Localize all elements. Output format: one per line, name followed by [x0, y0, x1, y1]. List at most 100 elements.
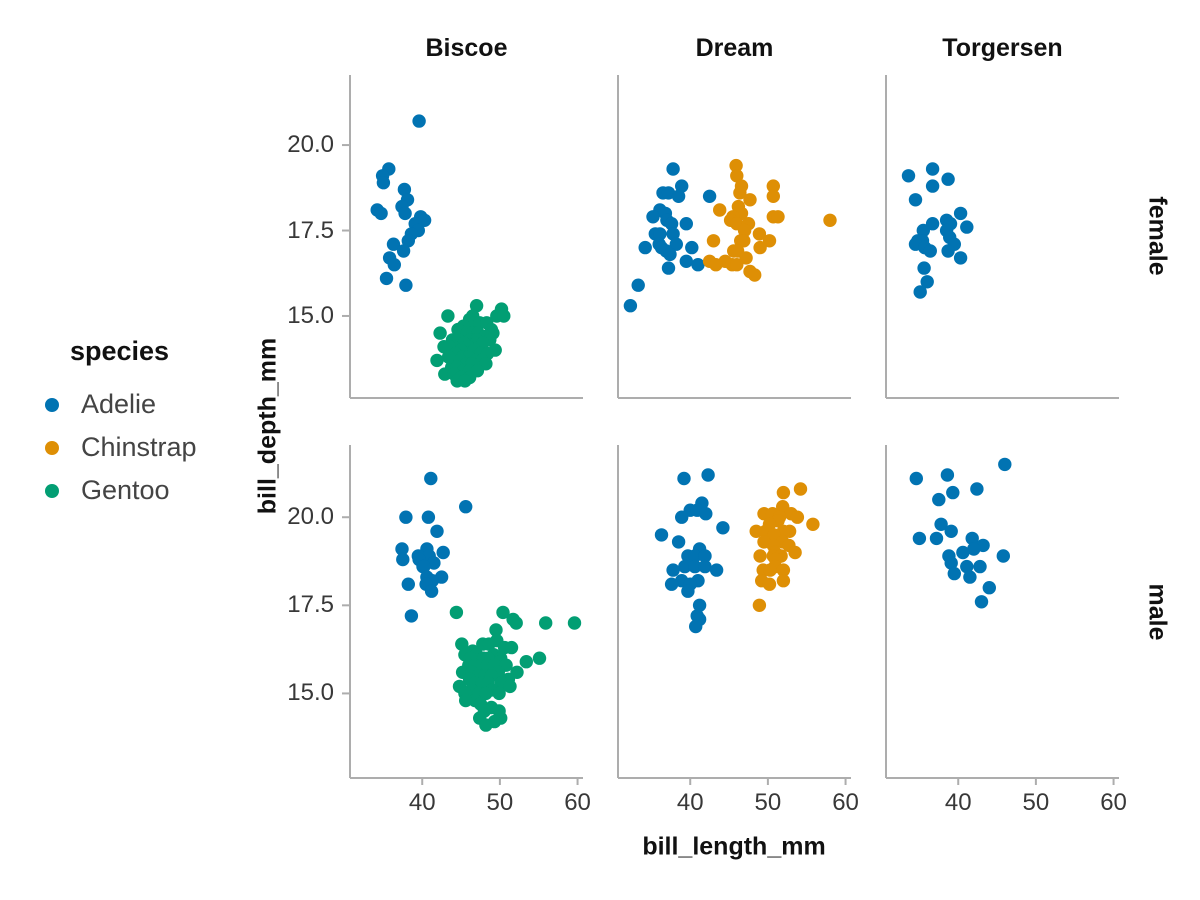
x-tick-label: 60 — [1100, 789, 1127, 816]
data-point-adelie — [689, 619, 703, 634]
data-point-adelie — [397, 182, 412, 197]
facet-row-label-female: female — [1143, 196, 1172, 276]
chinstrap-dot-icon — [45, 440, 59, 455]
data-point-gentoo — [539, 616, 553, 630]
data-point-chinstrap — [709, 258, 723, 272]
data-point-adelie — [401, 577, 415, 591]
y-axis-label: bill_depth_mm — [253, 337, 282, 515]
legend-item-label: Adelie — [81, 389, 157, 419]
data-point-adelie — [932, 492, 946, 507]
data-point-adelie — [956, 545, 970, 560]
data-point-adelie — [925, 162, 940, 176]
data-point-chinstrap — [739, 251, 753, 265]
data-point-chinstrap — [788, 545, 802, 560]
data-point-adelie — [909, 471, 923, 486]
data-point-adelie — [960, 559, 974, 574]
data-point-gentoo — [532, 651, 547, 665]
data-point-adelie — [699, 507, 713, 521]
y-tick-label: 20.0 — [287, 131, 334, 159]
data-point-adelie — [675, 510, 689, 524]
data-point-adelie — [387, 258, 401, 272]
data-point-adelie — [709, 563, 724, 577]
data-point-adelie — [681, 584, 695, 598]
legend-item-adelie: Adelie — [45, 383, 197, 426]
data-point-adelie — [974, 595, 989, 609]
data-point-adelie — [716, 521, 730, 535]
data-point-gentoo — [441, 350, 456, 364]
data-point-adelie — [679, 217, 693, 231]
data-point-adelie — [386, 237, 401, 251]
data-point-chinstrap — [790, 510, 805, 524]
data-point-chinstrap — [793, 482, 808, 496]
data-point-adelie — [404, 609, 419, 623]
y-tick-label: 15.0 — [287, 301, 334, 329]
data-point-adelie — [691, 258, 705, 272]
data-point-adelie — [399, 510, 413, 524]
data-point-chinstrap — [743, 193, 757, 207]
data-point-chinstrap — [776, 574, 791, 588]
data-point-adelie — [379, 271, 394, 286]
data-point-adelie — [944, 524, 958, 538]
data-point-gentoo — [449, 605, 464, 620]
data-point-adelie — [685, 240, 699, 255]
data-point-adelie — [669, 237, 683, 251]
data-point-adelie — [395, 542, 409, 556]
data-point-chinstrap — [730, 169, 744, 183]
legend-item-label: Chinstrap — [81, 432, 197, 462]
data-point-adelie — [963, 570, 977, 584]
data-point-gentoo — [441, 309, 455, 323]
data-point-chinstrap — [733, 186, 747, 200]
data-point-chinstrap — [749, 524, 763, 538]
data-point-adelie — [421, 510, 436, 524]
legend-item-gentoo: Gentoo — [45, 469, 197, 512]
data-point-adelie — [398, 206, 412, 221]
data-point-adelie — [692, 598, 707, 612]
data-point-adelie — [913, 285, 927, 299]
facet-col-title-dream: Dream — [695, 34, 774, 62]
data-point-chinstrap — [782, 524, 797, 538]
data-point-adelie — [679, 254, 693, 268]
data-point-adelie — [925, 179, 940, 193]
data-point-gentoo — [469, 299, 484, 313]
facet-col-title-biscoe: Biscoe — [425, 34, 508, 62]
data-point-adelie — [653, 227, 667, 241]
data-point-adelie — [671, 535, 686, 549]
data-point-chinstrap — [713, 203, 727, 217]
y-tick-label: 20.0 — [287, 503, 334, 531]
data-point-adelie — [459, 500, 473, 514]
data-point-chinstrap — [776, 563, 791, 577]
data-point-adelie — [671, 189, 686, 203]
y-tick-label: 17.5 — [287, 591, 334, 619]
x-tick-label: 60 — [832, 789, 859, 816]
data-point-adelie — [953, 251, 968, 265]
x-tick-label: 50 — [1022, 789, 1050, 816]
data-point-adelie — [688, 559, 702, 574]
data-point-chinstrap — [771, 210, 785, 224]
data-point-adelie — [631, 278, 645, 292]
data-point-adelie — [424, 471, 438, 486]
data-point-adelie — [916, 223, 930, 238]
data-point-chinstrap — [706, 234, 721, 248]
data-point-adelie — [661, 186, 676, 200]
data-point-adelie — [664, 217, 679, 231]
data-point-adelie — [944, 556, 958, 570]
data-point-adelie — [436, 545, 450, 560]
data-point-chinstrap — [737, 234, 751, 248]
data-point-adelie — [623, 299, 638, 313]
data-point-adelie — [946, 485, 960, 500]
data-point-chinstrap — [753, 549, 767, 563]
data-point-adelie — [666, 227, 680, 241]
data-point-chinstrap — [806, 517, 820, 531]
legend-item-chinstrap: Chinstrap — [45, 426, 197, 469]
data-point-adelie — [664, 577, 679, 591]
data-point-chinstrap — [766, 179, 780, 193]
data-point-adelie — [920, 275, 934, 289]
data-point-adelie — [663, 247, 677, 262]
data-point-adelie — [661, 261, 676, 275]
data-point-adelie — [666, 162, 680, 176]
data-point-adelie — [374, 206, 388, 221]
y-tick-label: 15.0 — [287, 679, 334, 707]
data-point-adelie — [701, 468, 715, 482]
data-point-adelie — [973, 559, 987, 574]
data-point-adelie — [688, 549, 702, 563]
